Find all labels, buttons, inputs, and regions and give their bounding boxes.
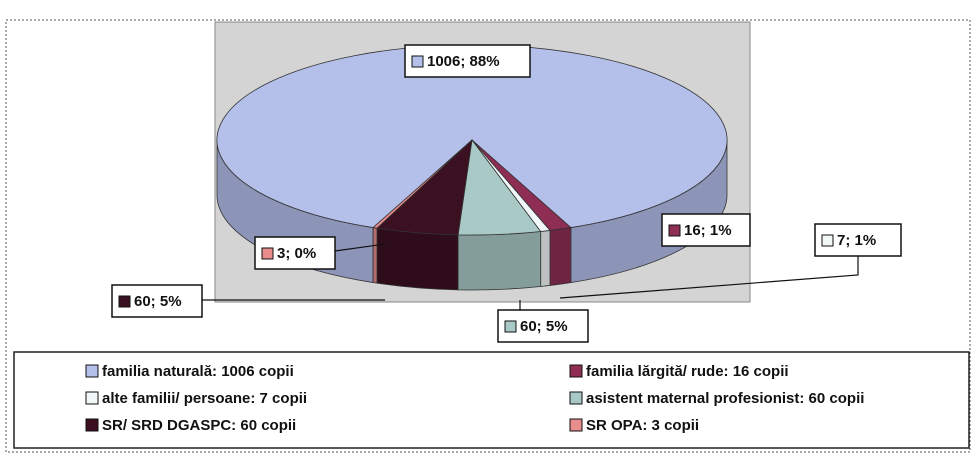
slice-side xyxy=(540,229,551,287)
chart-border xyxy=(5,19,971,453)
data-label: 1006; 88% xyxy=(427,53,500,70)
label-box xyxy=(111,284,203,318)
label-swatch xyxy=(118,295,131,308)
leader-line xyxy=(334,243,386,252)
legend-swatch xyxy=(85,418,99,432)
slice-side xyxy=(376,227,459,291)
legend-label: asistent maternal profesionist: 60 copii xyxy=(586,390,864,407)
legend-label: familia naturală: 1006 copii xyxy=(102,363,294,380)
leader-line xyxy=(559,255,859,299)
legend-label: alte familii/ persoane: 7 copii xyxy=(102,390,307,407)
data-labels: 1006; 88% 16; 1% 7; 1% 60; 5% 60; 5% 3; 0% xyxy=(111,44,902,343)
data-label: 60; 5% xyxy=(520,318,568,335)
label-swatch xyxy=(821,234,834,247)
legend-swatch xyxy=(569,391,583,405)
label-swatch xyxy=(668,224,681,237)
label-swatch xyxy=(261,247,274,260)
legend-label: SR OPA: 3 copii xyxy=(586,417,699,434)
legend-swatch xyxy=(85,364,99,378)
data-label: 3; 0% xyxy=(277,245,316,262)
data-label: 60; 5% xyxy=(134,293,182,310)
legend-box xyxy=(13,351,970,449)
label-swatch xyxy=(411,55,424,68)
pie xyxy=(216,44,728,291)
legend: familia naturală: 1006 copii familia lărg… xyxy=(85,363,864,434)
legend-swatch xyxy=(569,418,583,432)
label-swatch xyxy=(504,320,517,333)
label-box xyxy=(404,44,531,78)
slice-side xyxy=(457,231,542,291)
slice xyxy=(372,139,473,229)
slice-side xyxy=(549,227,572,286)
legend-swatch xyxy=(569,364,583,378)
slice-side xyxy=(372,227,378,284)
legend-label: familia lărgită/ rude: 16 copii xyxy=(586,363,789,380)
legend-swatch xyxy=(85,391,99,405)
data-label: 7; 1% xyxy=(837,232,876,249)
data-label: 16; 1% xyxy=(684,222,732,239)
legend-label: SR/ SRD DGASPC: 60 copii xyxy=(102,417,296,434)
